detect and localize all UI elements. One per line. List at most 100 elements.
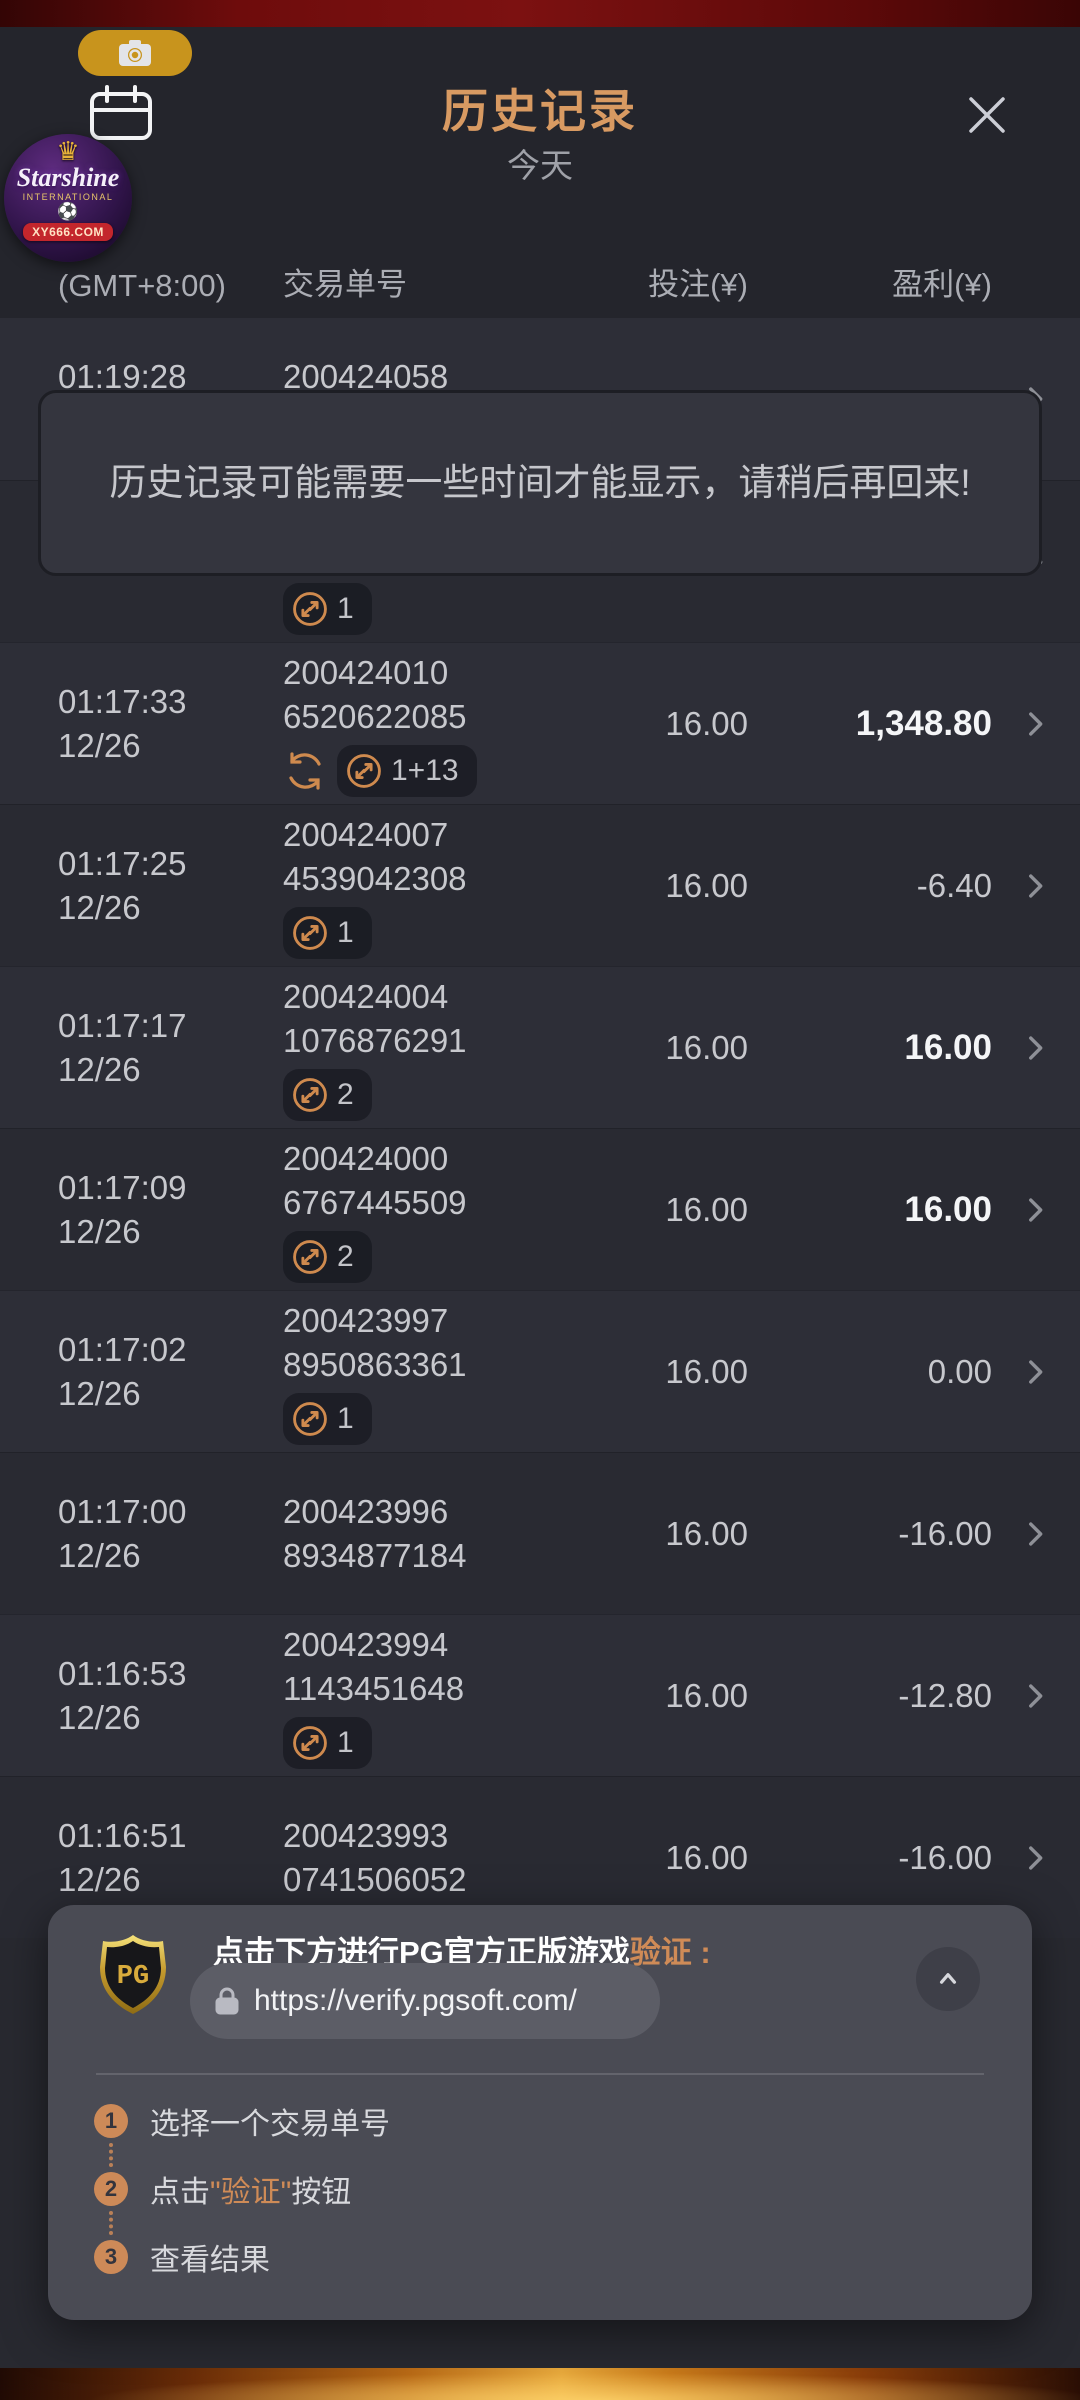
row-transaction: 200424007 4539042308 [283,813,573,959]
history-row[interactable]: 01:17:33 12/26 200424010 6520622085 [0,642,1080,804]
row-date-value: 12/26 [58,1536,141,1574]
transaction-id-2: 6767445509 [283,1183,467,1221]
profit-amount: -16.00 [898,1514,992,1552]
brand-name: Starshine [16,163,120,192]
collapse-panel-button[interactable] [916,1947,980,2011]
toast-message: 历史记录可能需要一些时间才能显示，请稍后再回来! [109,462,971,504]
bet-amount: 16.00 [665,1676,748,1714]
row-date-value: 12/26 [58,1374,141,1412]
row-badges: 1+13 [283,744,573,797]
row-time-value: 01:17:00 [58,1492,187,1530]
row-transaction: 200424000 6767445509 [283,1137,573,1283]
row-time: 01:17:17 12/26 [58,1004,283,1092]
page-title: 历史记录 [442,85,638,137]
row-badges: 2 [283,1230,573,1283]
session-icon [291,1400,329,1438]
row-transaction: 200423994 1143451648 [283,1623,573,1769]
chevron-right-icon[interactable] [1018,1679,1052,1713]
history-row[interactable]: 01:16:53 12/26 200423994 1143451648 [0,1614,1080,1776]
column-profit: 盈利(¥) [892,267,992,302]
row-time: 01:17:09 12/26 [58,1166,283,1254]
brand-subtitle: INTERNATIONAL [22,192,114,202]
badge-count: 1+13 [391,753,459,787]
verify-step-3: 3 查看结果 [94,2237,992,2277]
transaction-id-2: 0741506052 [283,1860,467,1898]
bet-amount: 16.00 [665,704,748,742]
chevron-right-icon[interactable] [1018,1517,1052,1551]
verify-step-2: 2 点击"验证"按钮 [94,2169,992,2209]
transaction-id-2: 4539042308 [283,859,467,897]
row-transaction: 200423996 8934877184 [283,1490,573,1578]
chevron-right-icon[interactable] [1018,1355,1052,1389]
transaction-id-2: 8950863361 [283,1345,467,1383]
transaction-id-1: 200424004 [283,977,449,1015]
history-row[interactable]: 01:17:17 12/26 200424004 1076876291 [0,966,1080,1128]
chevron-right-icon[interactable] [1018,1031,1052,1065]
profit-amount: -6.40 [916,866,992,904]
step-1-number: 1 [94,2104,128,2138]
row-transaction: 200424010 6520622085 [283,651,573,797]
row-time-value: 01:16:53 [58,1654,187,1692]
profit-amount: -12.80 [898,1676,992,1714]
row-badges: 2 [283,1068,573,1121]
history-row[interactable]: 01:17:25 12/26 200424007 4539042308 [0,804,1080,966]
row-badges: 1 [283,1716,573,1769]
row-time-value: 01:17:02 [58,1330,187,1368]
calendar-icon [88,84,154,142]
background-game-strip [0,2368,1080,2400]
badge-count: 1 [337,915,354,949]
verify-step-1: 1 选择一个交易单号 [94,2101,992,2141]
bet-amount: 16.00 [665,1028,748,1066]
row-time: 01:17:33 12/26 [58,680,283,768]
chevron-right-icon[interactable] [1018,1193,1052,1227]
step-1-text: 选择一个交易单号 [150,2108,390,2141]
transaction-id-1: 200423997 [283,1301,449,1339]
row-transaction: 200423993 0741506052 [283,1814,573,1902]
bet-amount: 16.00 [665,1838,748,1876]
session-badge: 2 [283,1068,372,1121]
session-icon [291,1238,329,1276]
step-3-number: 3 [94,2240,128,2274]
row-time-value: 01:17:09 [58,1168,187,1206]
session-icon [345,752,383,790]
row-time-value: 01:19:28 [58,358,187,395]
lock-icon [214,1986,240,2016]
chevron-up-icon [933,1964,963,1994]
transaction-id-1: 200423996 [283,1492,449,1530]
panel-divider [96,2073,984,2075]
session-badge: 1+13 [337,744,477,797]
calendar-button[interactable] [88,84,154,142]
session-badge: 1 [283,582,372,635]
brand-site-badge: XY666.COM [23,223,113,241]
camera-button[interactable] [78,30,192,76]
transaction-id-1: 200423993 [283,1816,449,1854]
history-row[interactable]: 01:17:09 12/26 200424000 6767445509 [0,1128,1080,1290]
row-date-value: 12/26 [58,726,141,764]
step-connector [109,2143,113,2167]
chevron-right-icon[interactable] [1018,707,1052,741]
verify-url-link[interactable]: https://verify.pgsoft.com/ [190,1963,660,2039]
page-subtitle: 今天 [507,147,573,184]
timezone-label: (GMT+8:00) [58,268,226,303]
profit-amount: 0.00 [927,1352,992,1390]
transaction-id-1: 200424010 [283,653,449,691]
history-row[interactable]: 01:17:02 12/26 200423997 8950863361 [0,1290,1080,1452]
row-date-value: 12/26 [58,1860,141,1898]
chevron-right-icon[interactable] [1018,869,1052,903]
bet-amount: 16.00 [665,1514,748,1552]
close-button[interactable] [957,85,1017,145]
status-bar [0,0,1080,27]
profit-amount: 16.00 [904,1027,992,1067]
history-delay-toast: 历史记录可能需要一些时间才能显示，请稍后再回来! [38,390,1042,576]
crown-icon: ♛ [56,136,80,166]
chevron-right-icon[interactable] [1018,1841,1052,1875]
bet-amount: 16.00 [665,1190,748,1228]
history-row[interactable]: 01:17:00 12/26 200423996 8934877184 [0,1452,1080,1614]
row-time: 01:16:53 12/26 [58,1652,283,1740]
row-time: 01:16:51 12/26 [58,1814,283,1902]
verify-url-text: https://verify.pgsoft.com/ [254,1984,577,2017]
row-date-value: 12/26 [58,888,141,926]
session-badge: 2 [283,1230,372,1283]
verify-steps: 1 选择一个交易单号 2 点击"验证"按钮 3 查看结果 [94,2101,992,2277]
